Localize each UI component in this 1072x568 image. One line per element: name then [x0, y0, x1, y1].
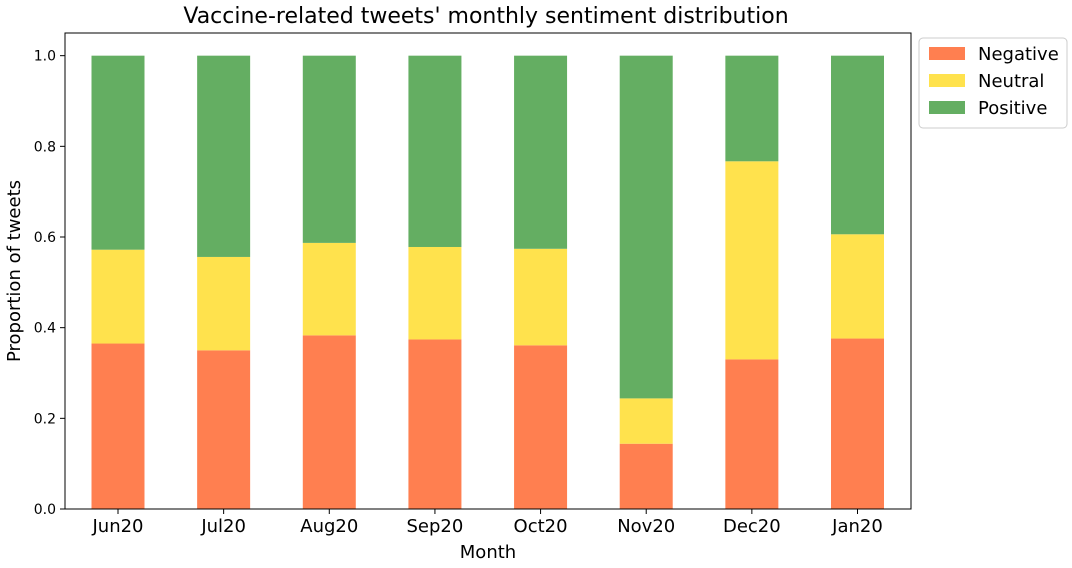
bar-neutral-nov20 — [619, 398, 673, 444]
y-axis: 0.0 0.2 0.4 0.6 0.8 1.0 — [34, 49, 65, 518]
y-axis-label: Proportion of tweets — [4, 180, 25, 362]
bar-neutral-aug20 — [302, 242, 356, 336]
y-tick-label: 1.0 — [34, 49, 56, 65]
x-tick-label: Nov20 — [617, 516, 675, 537]
bar-negative-dec20 — [725, 359, 779, 509]
legend-label-positive: Positive — [978, 98, 1047, 119]
x-tick-label: Jun20 — [91, 516, 143, 537]
bar-neutral-oct20 — [514, 248, 568, 346]
bar-neutral-jan20 — [831, 234, 884, 339]
legend-label-neutral: Neutral — [978, 71, 1044, 92]
bar-negative-jun20 — [91, 343, 145, 509]
bar-negative-jul20 — [197, 350, 251, 509]
x-axis-label: Month — [460, 542, 516, 563]
bar-neutral-dec20 — [725, 161, 779, 360]
bar-negative-oct20 — [514, 345, 568, 509]
bar-negative-nov20 — [619, 443, 673, 509]
bar-neutral-jul20 — [197, 256, 251, 351]
y-tick-label: 0.8 — [34, 139, 56, 155]
legend-swatch-negative — [929, 47, 965, 60]
x-tick-label: Jul20 — [200, 516, 246, 537]
y-tick-label: 0.6 — [34, 230, 56, 246]
chart-title: Vaccine-related tweets' monthly sentimen… — [183, 4, 788, 29]
legend: Negative Neutral Positive — [918, 37, 1068, 129]
x-tick-label: Jan20 — [831, 516, 883, 537]
bar-negative-aug20 — [302, 335, 356, 509]
legend-swatch-neutral — [929, 74, 965, 87]
y-tick-label: 0.2 — [34, 411, 56, 427]
plot-frame — [64, 32, 912, 510]
x-tick-label: Dec20 — [723, 516, 781, 537]
legend-label-negative: Negative — [978, 44, 1059, 65]
x-tick-label: Aug20 — [300, 516, 358, 537]
x-tick-label: Oct20 — [514, 516, 568, 537]
bar-positive-jun20 — [91, 55, 145, 250]
bar-neutral-sep20 — [408, 246, 462, 340]
bar-negative-jan20 — [831, 338, 884, 509]
y-tick-label: 0.4 — [34, 321, 56, 337]
x-tick-label: Sep20 — [407, 516, 464, 537]
bar-positive-dec20 — [725, 55, 779, 162]
bar-positive-jul20 — [197, 55, 251, 257]
bar-positive-aug20 — [302, 55, 356, 243]
legend-swatch-positive — [929, 101, 965, 114]
bar-negative-sep20 — [408, 339, 462, 509]
x-axis: Jun20 Jul20 Aug20 Sep20 Oct20 Nov20 Dec20 Jan20 — [91, 509, 883, 537]
bar-positive-oct20 — [514, 55, 568, 249]
bar-positive-sep20 — [408, 55, 462, 247]
y-tick-label: 0.0 — [34, 502, 56, 518]
bar-neutral-jun20 — [91, 249, 145, 344]
bars-layer — [91, 55, 884, 509]
bar-positive-nov20 — [619, 55, 673, 399]
bar-positive-jan20 — [831, 55, 884, 235]
